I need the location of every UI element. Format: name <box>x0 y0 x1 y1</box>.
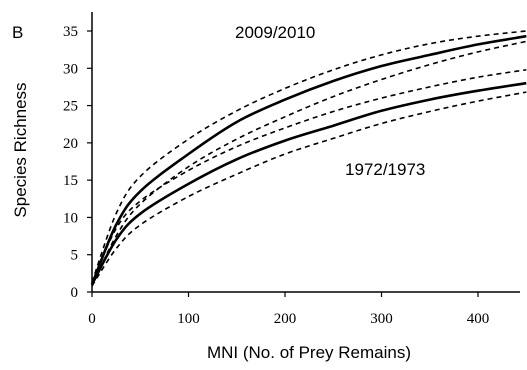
panel-label: B <box>12 23 23 42</box>
y-tick-label: 15 <box>63 173 78 189</box>
x-axis-title: MNI (No. of Prey Remains) <box>207 343 411 362</box>
confidence-bound-line <box>91 69 527 283</box>
series-line-1972-1973 <box>90 81 527 286</box>
x-tick-label: 200 <box>274 311 297 327</box>
series-lines <box>90 30 527 287</box>
ticks: 0 5 10 15 20 25 30 35 0 100 200 300 400 <box>63 24 489 327</box>
annotation-2009-2010: 2009/2010 <box>235 23 315 42</box>
y-tick-label: 20 <box>63 136 78 152</box>
axes <box>91 12 520 293</box>
y-tick-label: 10 <box>63 210 78 226</box>
x-tick-label: 400 <box>467 311 490 327</box>
x-tick-label: 100 <box>177 311 200 327</box>
confidence-bound-line <box>91 91 527 287</box>
y-axis-title: Species Richness <box>11 82 30 217</box>
y-tick-label: 0 <box>71 285 79 301</box>
series-line-2009-2010 <box>90 34 527 285</box>
y-tick-label: 25 <box>63 99 78 115</box>
y-tick-label: 35 <box>63 24 78 40</box>
y-tick-label: 5 <box>71 248 79 264</box>
y-tick-label: 30 <box>63 61 78 77</box>
confidence-bound-line <box>91 30 527 283</box>
confidence-bound-line <box>91 40 527 287</box>
x-tick-label: 0 <box>88 311 96 327</box>
annotation-1972-1973: 1972/1973 <box>345 160 425 179</box>
x-tick-label: 300 <box>370 311 393 327</box>
